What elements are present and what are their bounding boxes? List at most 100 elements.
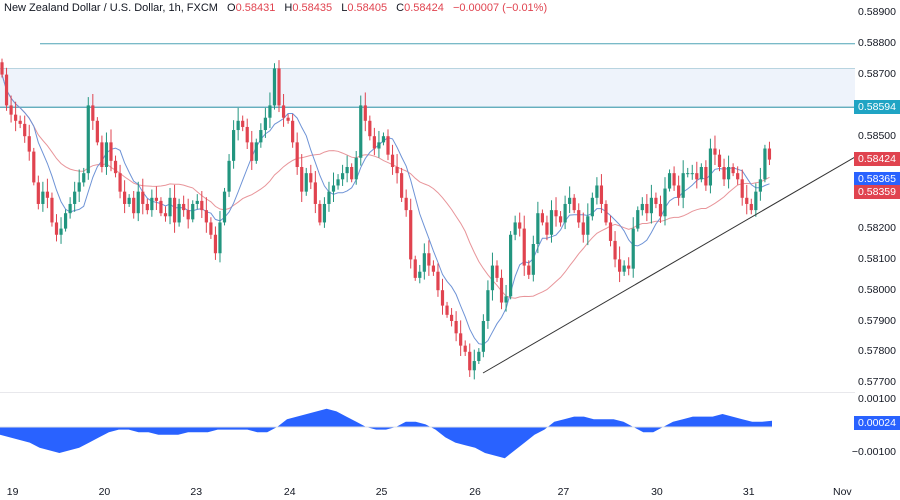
price-tag: 0.58594 [854,100,900,114]
candle [14,114,18,121]
candle [41,191,45,204]
candle [309,173,313,183]
candle [740,179,744,198]
candle [172,197,177,223]
fast-moving-average [1,74,770,346]
candle [313,182,317,204]
candle [163,213,168,217]
candle [754,191,758,211]
candle [386,136,390,155]
candle [245,126,249,143]
candle [222,191,227,223]
price-tick-label: 0.57800 [858,345,896,357]
candle [372,136,376,149]
candle [236,120,240,131]
candle [745,197,749,204]
candle [82,173,86,183]
chart-legend-header: New Zealand Dollar / U.S. Dollar, 1h, FX… [4,2,547,14]
candle [232,130,236,161]
candle [409,210,413,260]
candle [277,68,281,106]
high-value: 0.58435 [292,2,333,14]
pane-separator[interactable] [0,392,855,393]
candle [268,105,272,118]
time-tick-label: 26 [469,486,481,498]
candle [127,197,131,204]
candle [182,203,186,211]
candle [404,197,408,211]
time-tick-label: 24 [283,486,296,498]
candle [300,167,304,192]
candle [431,265,436,272]
candle [627,265,631,269]
price-tick-label: 0.58800 [858,37,896,49]
price-tick-label: 0.58700 [858,68,896,80]
resistance-zone[interactable] [0,68,855,108]
candle [540,213,544,223]
candle [686,173,690,175]
candle [36,182,40,204]
candle [50,197,54,223]
candle [213,234,218,254]
candle [227,160,231,192]
candle [622,265,626,272]
candle [18,120,22,124]
candle [32,151,36,183]
price-tick-label: 0.58900 [858,6,896,18]
candle [572,197,576,211]
candle [77,182,81,192]
candle [86,105,90,174]
time-tick-label: 23 [190,486,203,498]
candle [667,173,672,189]
candle [168,197,172,217]
candle [608,222,613,241]
candle [499,277,504,303]
candle [186,210,190,220]
candle [509,234,513,297]
oscillator-pane[interactable] [0,393,855,473]
oscillator-area [0,408,772,459]
candle [767,148,772,160]
candle [726,167,731,180]
close-value: 0.58424 [404,2,444,14]
price-chart-pane[interactable] [0,0,855,392]
candle [4,74,9,106]
candle [359,105,363,158]
candle [704,167,708,186]
price-tick-label: 0.57700 [858,376,896,388]
candle [604,203,608,223]
candle [495,265,499,278]
high-label: H [284,2,293,14]
candle [522,228,526,266]
candle [436,271,440,291]
candle [377,142,381,149]
candle [263,117,267,131]
candle [400,173,404,198]
candle [631,228,635,269]
candle [636,210,640,229]
price-tick-label: 0.58100 [858,253,896,265]
candle [322,203,327,223]
candle [717,154,722,167]
candle [459,333,463,346]
candle [368,120,372,137]
candle [177,203,181,223]
candle [23,123,27,137]
candle [658,203,663,217]
low-value: 0.58405 [347,2,388,14]
candle [218,222,222,254]
candle [445,305,449,315]
candle [281,105,286,118]
time-tick-label: 27 [557,486,570,498]
ascending-trendline[interactable] [482,156,855,374]
candle [191,203,195,220]
price-tick-label: 0.57900 [858,315,896,327]
candle [413,259,417,278]
candle [586,216,590,235]
price-tick-label: 0.58500 [858,130,896,142]
candle [558,216,563,223]
candle [463,345,467,352]
candle [563,203,567,223]
candle [663,188,667,217]
candle [468,351,472,371]
